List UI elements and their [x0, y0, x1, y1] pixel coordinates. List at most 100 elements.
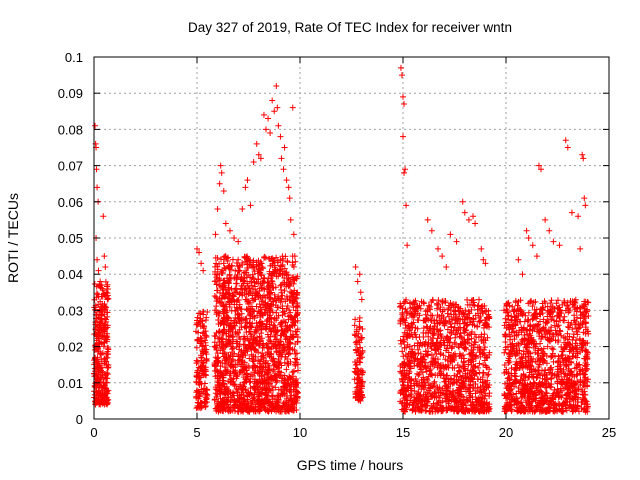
data-point	[203, 386, 210, 393]
data-point	[93, 283, 100, 290]
data-point	[103, 350, 110, 357]
data-point	[201, 371, 208, 378]
x-tick-label: 5	[193, 425, 200, 440]
data-point	[200, 390, 207, 397]
data-point	[224, 258, 231, 265]
data-point	[104, 364, 111, 371]
data-point	[235, 256, 242, 263]
chart-title: Day 327 of 2019, Rate Of TEC Index for r…	[188, 20, 512, 35]
data-point	[104, 397, 111, 404]
data-point	[103, 318, 110, 325]
data-point	[104, 334, 111, 341]
data-point	[92, 306, 99, 313]
data-point	[94, 344, 101, 351]
data-point	[199, 363, 206, 370]
data-point	[203, 351, 210, 358]
data-point	[200, 329, 207, 336]
data-point	[235, 267, 242, 274]
data-point	[203, 372, 210, 379]
data-point	[104, 322, 111, 329]
data-point	[203, 358, 210, 365]
y-tick-label: 0.1	[65, 50, 83, 65]
y-tick-label: 0.02	[58, 340, 83, 355]
data-point	[95, 367, 102, 374]
data-point	[101, 339, 108, 346]
data-point	[98, 374, 105, 381]
data-point	[93, 371, 100, 378]
data-point	[193, 344, 200, 351]
data-point	[105, 345, 112, 352]
data-point	[94, 291, 101, 298]
data-point	[104, 371, 111, 378]
x-tick-label: 15	[396, 425, 410, 440]
data-point	[213, 281, 220, 288]
grid-lines	[94, 57, 609, 419]
data-point	[197, 379, 204, 386]
data-point	[192, 328, 199, 335]
data-point	[214, 350, 221, 357]
data-point	[96, 308, 103, 315]
x-axis-label: GPS time / hours	[297, 457, 404, 473]
data-point	[194, 399, 201, 406]
data-point	[195, 391, 202, 398]
data-point	[250, 307, 257, 314]
data-point	[202, 364, 209, 371]
data-point	[203, 395, 210, 402]
data-point	[97, 398, 104, 405]
data-point	[101, 301, 108, 308]
data-point	[200, 323, 207, 330]
data-point	[248, 324, 255, 331]
y-tick-label: 0.09	[58, 86, 83, 101]
data-point	[99, 368, 106, 375]
data-point	[95, 334, 102, 341]
data-point	[268, 277, 275, 284]
data-point	[103, 396, 110, 403]
data-point	[193, 357, 200, 364]
data-point	[98, 317, 105, 324]
data-point	[193, 320, 200, 327]
data-point	[97, 298, 104, 305]
y-tick-label: 0.05	[58, 231, 83, 246]
data-point	[237, 286, 244, 293]
data-point	[101, 384, 108, 391]
data-point	[103, 335, 109, 342]
data-point	[194, 367, 201, 374]
data-point	[193, 387, 200, 394]
data-point	[284, 356, 291, 363]
data-point	[229, 256, 236, 263]
data-point	[102, 325, 109, 332]
x-tick-label: 10	[293, 425, 307, 440]
data-point	[270, 355, 277, 362]
data-point	[199, 342, 206, 349]
data-point	[92, 401, 99, 408]
y-tick-label: 0.04	[58, 267, 83, 282]
data-point	[101, 328, 108, 335]
data-point	[102, 315, 109, 322]
data-point	[104, 283, 111, 290]
x-tick-label: 0	[90, 425, 97, 440]
y-tick-label: 0.08	[58, 122, 83, 137]
data-point	[194, 358, 201, 365]
y-tick-label: 0.01	[58, 376, 83, 391]
y-tick-label: 0.03	[58, 303, 83, 318]
data-point	[103, 355, 110, 362]
data-point	[196, 381, 203, 388]
data-point	[200, 311, 207, 318]
data-point	[102, 321, 109, 328]
data-point	[103, 362, 110, 369]
data-point	[102, 278, 109, 285]
x-tick-label: 25	[602, 425, 616, 440]
data-point	[95, 301, 102, 308]
data-point	[213, 274, 220, 281]
data-point	[104, 286, 111, 293]
data-point	[95, 387, 102, 394]
data-point	[96, 340, 103, 347]
data-point	[99, 306, 106, 313]
data-point	[202, 339, 209, 346]
data-point	[196, 318, 203, 325]
data-point	[93, 290, 100, 297]
data-point	[246, 355, 253, 362]
data-point	[92, 359, 99, 366]
y-tick-label: 0.07	[58, 159, 83, 174]
